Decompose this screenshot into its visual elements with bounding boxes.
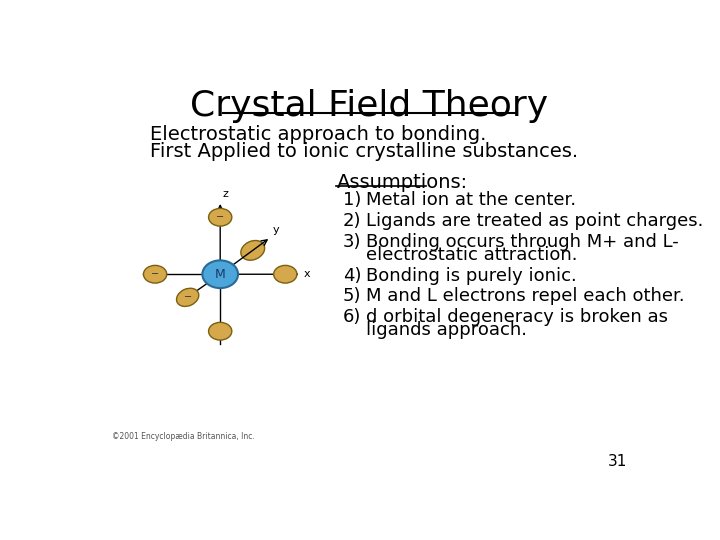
Text: M: M — [215, 268, 225, 281]
Ellipse shape — [274, 265, 297, 283]
Text: Metal ion at the center.: Metal ion at the center. — [366, 191, 576, 209]
Text: 2): 2) — [343, 212, 361, 230]
Text: electrostatic attraction.: electrostatic attraction. — [366, 246, 577, 264]
Text: Ligands are treated as point charges.: Ligands are treated as point charges. — [366, 212, 703, 230]
Ellipse shape — [209, 322, 232, 340]
Ellipse shape — [143, 265, 167, 283]
Text: y: y — [273, 225, 279, 235]
Text: ligands approach.: ligands approach. — [366, 321, 527, 339]
Text: Bonding is purely ionic.: Bonding is purely ionic. — [366, 267, 577, 285]
Text: 31: 31 — [608, 454, 627, 469]
Text: 5): 5) — [343, 287, 361, 305]
Text: 1): 1) — [343, 191, 361, 209]
Text: −: − — [184, 292, 192, 302]
Text: −: − — [216, 212, 224, 222]
Text: Electrostatic approach to bonding.: Electrostatic approach to bonding. — [150, 125, 487, 144]
Text: −: − — [151, 269, 159, 279]
Text: 3): 3) — [343, 233, 361, 251]
Text: ©2001 Encyclopædia Britannica, Inc.: ©2001 Encyclopædia Britannica, Inc. — [112, 431, 254, 441]
Text: z: z — [222, 189, 228, 199]
Text: d orbital degeneracy is broken as: d orbital degeneracy is broken as — [366, 308, 668, 326]
Ellipse shape — [209, 208, 232, 226]
Text: 4): 4) — [343, 267, 361, 285]
Text: Assumptions:: Assumptions: — [336, 173, 467, 192]
Ellipse shape — [202, 260, 238, 288]
Text: x: x — [304, 269, 310, 279]
Text: Bonding occurs through M+ and L-: Bonding occurs through M+ and L- — [366, 233, 679, 251]
Ellipse shape — [241, 240, 265, 260]
Text: M and L electrons repel each other.: M and L electrons repel each other. — [366, 287, 685, 305]
Text: Crystal Field Theory: Crystal Field Theory — [190, 90, 548, 124]
Text: 6): 6) — [343, 308, 361, 326]
Text: First Applied to ionic crystalline substances.: First Applied to ionic crystalline subst… — [150, 142, 579, 161]
Ellipse shape — [176, 288, 199, 306]
